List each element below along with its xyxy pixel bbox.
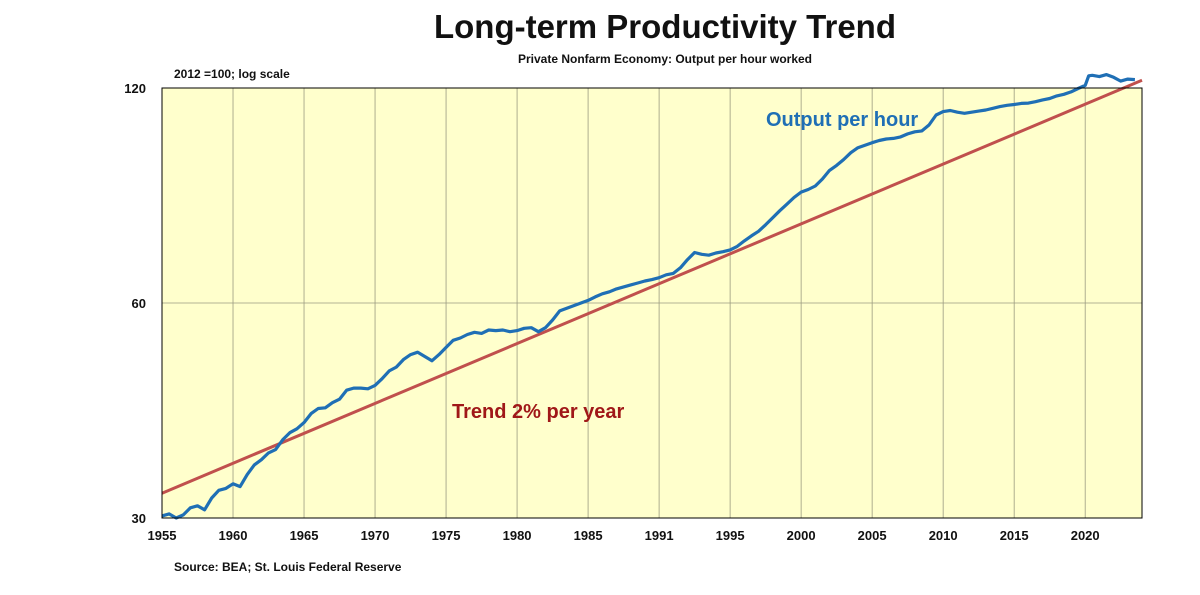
x-tick-label: 1965	[290, 528, 319, 543]
x-tick-label: 1960	[219, 528, 248, 543]
x-tick-label: 1985	[574, 528, 603, 543]
x-tick-label: 1955	[148, 528, 177, 543]
x-tick-label: 2015	[1000, 528, 1029, 543]
x-tick-label: 1991	[645, 528, 674, 543]
x-tick-label: 1980	[503, 528, 532, 543]
y-axis-label: 2012 =100; log scale	[174, 67, 290, 81]
x-tick-label: 1995	[716, 528, 745, 543]
x-tick-label: 2010	[929, 528, 958, 543]
grid	[162, 88, 1142, 518]
series-lines	[161, 72, 1143, 520]
x-tick-label: 2000	[787, 528, 816, 543]
trend-line	[161, 78, 1143, 495]
chart-title: Long-term Productivity Trend	[433, 8, 897, 45]
x-tick-label: 2020	[1071, 528, 1100, 543]
y-tick-label: 60	[132, 296, 146, 311]
trend-annotation: Trend 2% per year	[452, 401, 625, 423]
x-tick-label: 1975	[432, 528, 461, 543]
x-tick-label: 1970	[361, 528, 390, 543]
output-per-hour-annotation: Output per hour	[766, 109, 918, 131]
x-tick-label: 2005	[858, 528, 887, 543]
source-note: Source: BEA; St. Louis Federal Reserve	[174, 560, 402, 574]
chart-subtitle: Private Nonfarm Economy: Output per hour…	[517, 52, 813, 66]
y-tick-label: 30	[132, 511, 146, 526]
tick-labels: 1955 1960 1965 1970 1975 1980 1985 1991 1995 2000…	[124, 81, 1099, 543]
output-per-hour-line	[161, 72, 1136, 520]
plot-frame	[161, 87, 1143, 519]
y-tick-label: 120	[124, 81, 146, 96]
